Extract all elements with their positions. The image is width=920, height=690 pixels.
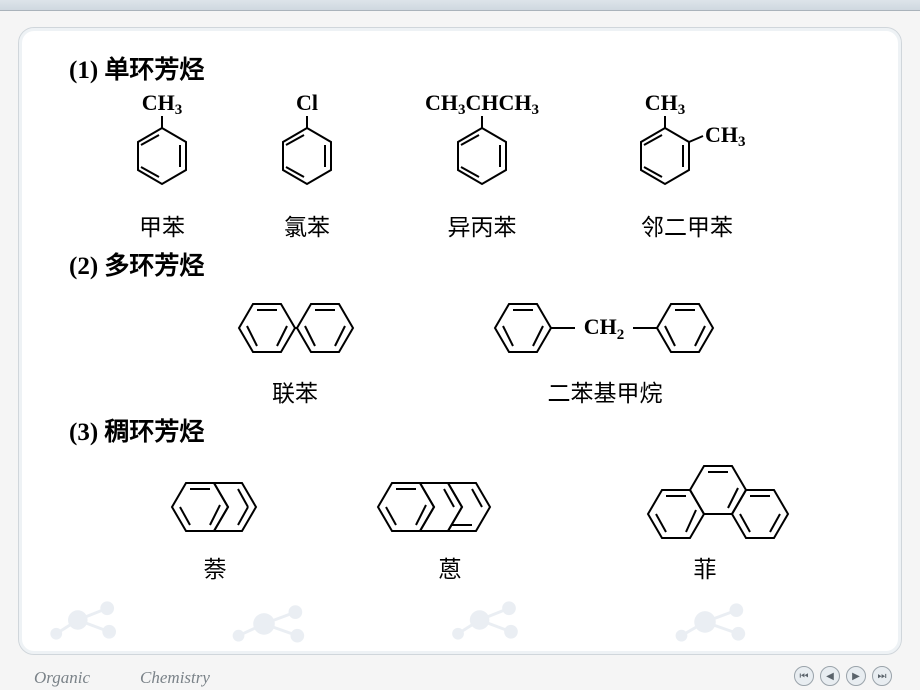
compound-anthracene: 蒽 bbox=[360, 469, 540, 584]
dpm-label: 二苯基甲烷 bbox=[548, 374, 663, 408]
phen-label: 菲 bbox=[694, 550, 717, 584]
section-2-num: (2) bbox=[69, 253, 98, 280]
svg-text:Cl: Cl bbox=[296, 92, 318, 115]
anth-structure bbox=[360, 469, 540, 544]
section-2-title: 多环芳烃 bbox=[104, 253, 204, 280]
watermark-molecules bbox=[19, 590, 901, 650]
section-3-heading: (3) 稠环芳烃 bbox=[69, 412, 871, 448]
naph-structure bbox=[150, 469, 280, 544]
biphenyl-structure bbox=[205, 288, 385, 368]
biphenyl-label: 联苯 bbox=[272, 374, 318, 408]
cumene-label: 异丙苯 bbox=[448, 208, 517, 242]
naph-label: 萘 bbox=[204, 550, 227, 584]
toluene-structure: CH3 bbox=[107, 92, 217, 202]
svg-text:CH2: CH2 bbox=[584, 314, 625, 343]
compound-phenanthrene: 菲 bbox=[620, 454, 790, 584]
oxylene-structure: CH3 CH3 bbox=[607, 92, 767, 202]
row-polycyclic: 联苯 CH2 二苯基甲烷 bbox=[69, 288, 871, 408]
toluene-label: 甲苯 bbox=[139, 208, 185, 242]
compound-chlorobenzene: Cl 氯苯 bbox=[257, 92, 357, 242]
window-chrome-bar bbox=[0, 0, 920, 11]
footer-brand: Organic Chemistry bbox=[34, 668, 210, 688]
compound-cumene: CH3CHCH3 异丙苯 bbox=[397, 92, 567, 242]
compound-toluene: CH3 甲苯 bbox=[107, 92, 217, 242]
nav-first-button[interactable]: ⏮ bbox=[794, 666, 814, 686]
nav-last-button[interactable]: ⏭ bbox=[872, 666, 892, 686]
oxylene-label: 邻二甲苯 bbox=[641, 208, 733, 242]
section-1-num: (1) bbox=[69, 57, 98, 84]
section-1-title: 单环芳烃 bbox=[104, 57, 204, 84]
phen-structure bbox=[620, 454, 790, 544]
svg-text:CH3: CH3 bbox=[705, 122, 746, 150]
row-monocyclic: CH3 甲苯 Cl 氯苯 bbox=[107, 92, 871, 242]
compound-dpm: CH2 二苯基甲烷 bbox=[475, 288, 735, 408]
compound-oxylene: CH3 CH3 邻二甲苯 bbox=[607, 92, 767, 242]
nav-prev-button[interactable]: ◀ bbox=[820, 666, 840, 686]
chloro-structure: Cl bbox=[257, 92, 357, 202]
svg-text:CH3: CH3 bbox=[142, 92, 183, 118]
slide-nav: ⏮ ◀ ▶ ⏭ bbox=[794, 666, 892, 686]
svg-text:CH3CHCH3: CH3CHCH3 bbox=[425, 92, 539, 118]
section-3-title: 稠环芳烃 bbox=[104, 419, 204, 446]
dpm-structure: CH2 bbox=[475, 288, 735, 368]
chloro-label: 氯苯 bbox=[284, 208, 330, 242]
section-2-heading: (2) 多环芳烃 bbox=[69, 246, 871, 282]
footer-left: Organic bbox=[34, 668, 90, 688]
anth-label: 蒽 bbox=[439, 550, 462, 584]
compound-naphthalene: 萘 bbox=[150, 469, 280, 584]
svg-text:CH3: CH3 bbox=[645, 92, 686, 118]
slide-frame: (1) 单环芳烃 CH3 甲苯 bbox=[18, 27, 902, 655]
section-1-heading: (1) 单环芳烃 bbox=[69, 50, 871, 86]
cumene-structure: CH3CHCH3 bbox=[397, 92, 567, 202]
row-fused: 萘 蒽 bbox=[69, 454, 871, 584]
section-3-num: (3) bbox=[69, 419, 98, 446]
compound-biphenyl: 联苯 bbox=[205, 288, 385, 408]
nav-next-button[interactable]: ▶ bbox=[846, 666, 866, 686]
footer-right: Chemistry bbox=[140, 668, 210, 688]
